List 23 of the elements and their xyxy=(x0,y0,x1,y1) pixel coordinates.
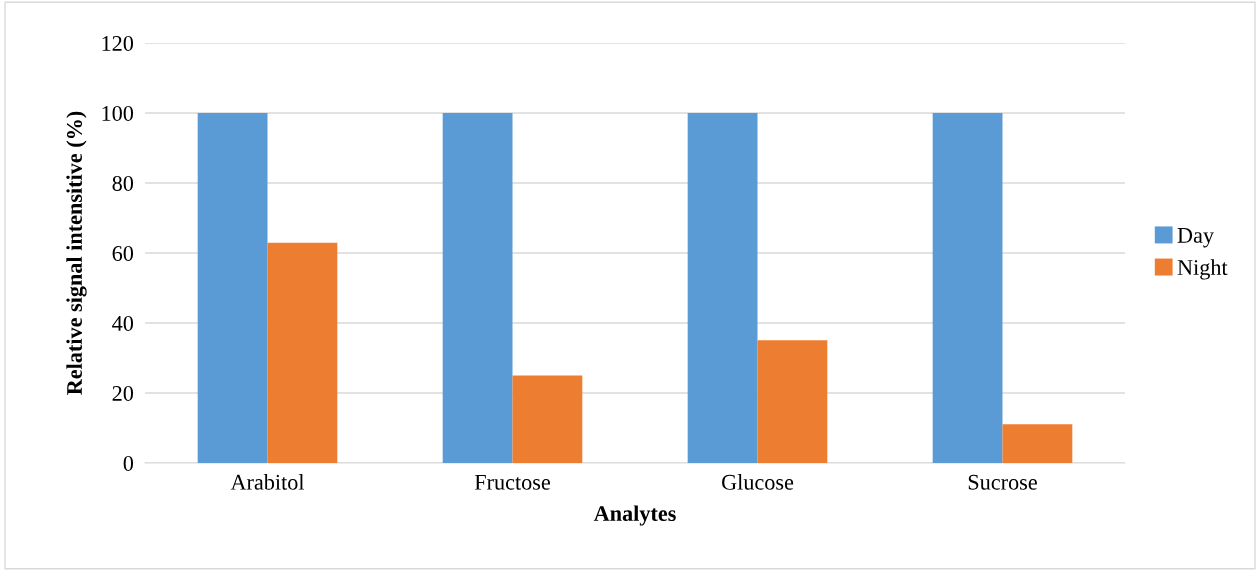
legend-label: Night xyxy=(1177,259,1228,280)
y-tick-label: 40 xyxy=(112,315,134,331)
bar xyxy=(442,113,513,463)
y-tick-label: 80 xyxy=(112,175,134,191)
y-tick-label: 120 xyxy=(102,35,134,51)
x-axis-title: Analytes xyxy=(593,505,676,526)
y-tick-label: 20 xyxy=(112,385,134,401)
x-tick-label: Sucrose xyxy=(968,474,1037,490)
x-tick-label: Arabitol xyxy=(230,474,305,490)
x-tick-label: Glucose xyxy=(722,474,794,490)
y-tick-label: 0 xyxy=(123,455,134,471)
legend-label: Day xyxy=(1177,228,1214,248)
bar xyxy=(197,113,268,463)
x-tick-label: Fructose xyxy=(474,474,550,490)
y-tick-label: 60 xyxy=(112,245,134,261)
bar xyxy=(512,375,583,463)
y-tick-label: 100 xyxy=(102,105,134,121)
bar xyxy=(932,113,1003,463)
bar xyxy=(757,340,828,463)
y-axis-title: Relative signal intensitive (%) xyxy=(66,111,87,395)
bar xyxy=(1002,424,1073,463)
bar xyxy=(687,113,758,463)
bar xyxy=(267,242,338,463)
